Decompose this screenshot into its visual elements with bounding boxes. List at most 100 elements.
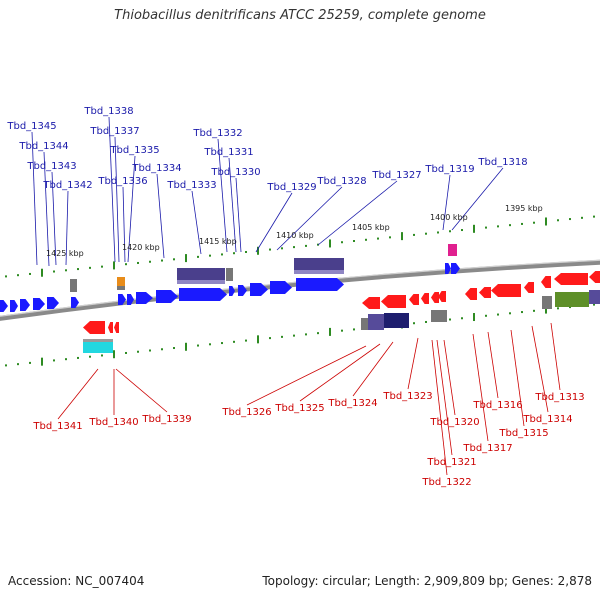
accession-text: Accession: NC_007404 [8,574,145,588]
kbp-markers: 1425 kbp 1420 kbp 1415 kbp 1410 kbp 1405 kbp… [46,204,543,258]
leader-line [510,329,525,427]
feature-box [368,314,384,330]
tick-mark [533,309,535,312]
reverse-gene-arrow [409,294,419,305]
tick-mark [353,328,355,331]
leader-line [115,368,168,413]
reverse-gene-arrow [524,282,534,293]
tick-mark [557,219,559,222]
tick-mark [545,305,547,314]
leader-line [51,171,57,266]
feature-box [294,270,344,274]
reverse-gene-label: Tbd_1324 [327,398,377,409]
feature-box [177,268,225,280]
tick-mark [101,265,103,268]
leader-line [31,131,38,266]
feature-box [226,268,233,281]
kbp-marker-label: 1400 kbp [430,213,468,222]
tick-mark [305,244,307,247]
tick-mark [497,313,499,316]
reverse-gene-label: Tbd_1316 [472,400,522,411]
forward-gene-arrow [33,298,45,310]
feature-box [294,258,344,270]
tick-mark [413,233,415,236]
reverse-gene-label: Tbd_1326 [221,407,271,418]
reverse-gene-arrow [479,287,491,298]
leader-line [57,368,99,420]
leader-line [114,136,120,263]
tick-mark [77,356,79,359]
tick-mark [257,246,259,255]
leader-line [235,177,242,253]
reverse-gene-arrow [491,284,521,297]
tick-mark [545,217,547,226]
reverse-gene-arrow [83,321,105,334]
tick-mark [425,232,427,235]
kbp-marker-label: 1425 kbp [46,249,84,258]
forward-gene-arrow [20,299,30,311]
forward-gene-arrow [250,283,268,296]
forward-gene-label: Tbd_1334 [131,163,181,174]
leader-line [550,322,561,391]
label-leader-lines [31,116,561,476]
tick-mark [149,349,151,352]
tick-mark [593,303,595,306]
feature-box [70,279,77,292]
tick-mark [317,332,319,335]
reverse-gene-label: Tbd_1340 [88,417,138,428]
tick-mark [413,322,415,325]
tick-mark [365,238,367,241]
reverse-gene-label: Tbd_1315 [498,428,548,439]
tick-mark [485,314,487,317]
reverse-gene-arrow [108,322,113,333]
forward-gene-arrow [238,285,247,296]
feature-box [117,286,125,290]
feature-box [384,313,409,328]
tick-mark [137,350,139,353]
leader-line [352,341,394,397]
reverse-gene-arrow [438,291,446,302]
leader-line [299,343,381,402]
tick-mark [353,240,355,243]
forward-gene-arrow [127,294,134,305]
reverse-gene-label: Tbd_1314 [522,414,572,425]
tick-mark [185,342,187,351]
tick-mark [161,259,163,262]
lower-tick-track [5,303,595,367]
leader-line [431,339,448,476]
tick-mark [293,246,295,249]
forward-gene-label: Tbd_1330 [210,167,260,178]
forward-gene-arrow [156,290,178,303]
forward-gene-label: Tbd_1345 [6,121,56,132]
tick-mark [113,350,115,359]
forward-gene-label: Tbd_1335 [109,145,159,156]
tick-mark [149,260,151,263]
forward-gene-arrow [136,292,153,304]
tick-mark [197,255,199,258]
tick-mark [341,329,343,332]
tick-mark [377,237,379,240]
leader-line [487,331,499,399]
tick-mark [17,274,19,277]
tick-mark [197,344,199,347]
forward-gene-label: Tbd_1318 [477,157,527,168]
tick-mark [65,358,67,361]
tick-mark [521,311,523,314]
reverse-gene-arrow [541,276,551,288]
feature-box [83,339,113,342]
tick-mark [209,343,211,346]
tick-mark [125,263,127,266]
forward-gene-label: Tbd_1328 [316,176,366,187]
kbp-marker-label: 1415 kbp [199,237,237,246]
tick-mark [449,230,451,233]
tick-mark [497,225,499,228]
feature-box [117,277,125,286]
feature-box [555,292,589,307]
tick-mark [509,224,511,227]
leader-line [127,155,136,263]
tick-mark [137,261,139,264]
reverse-gene-label: Tbd_1320 [429,417,479,428]
tick-mark [65,269,67,272]
reverse-gene-label: Tbd_1322 [421,477,471,488]
